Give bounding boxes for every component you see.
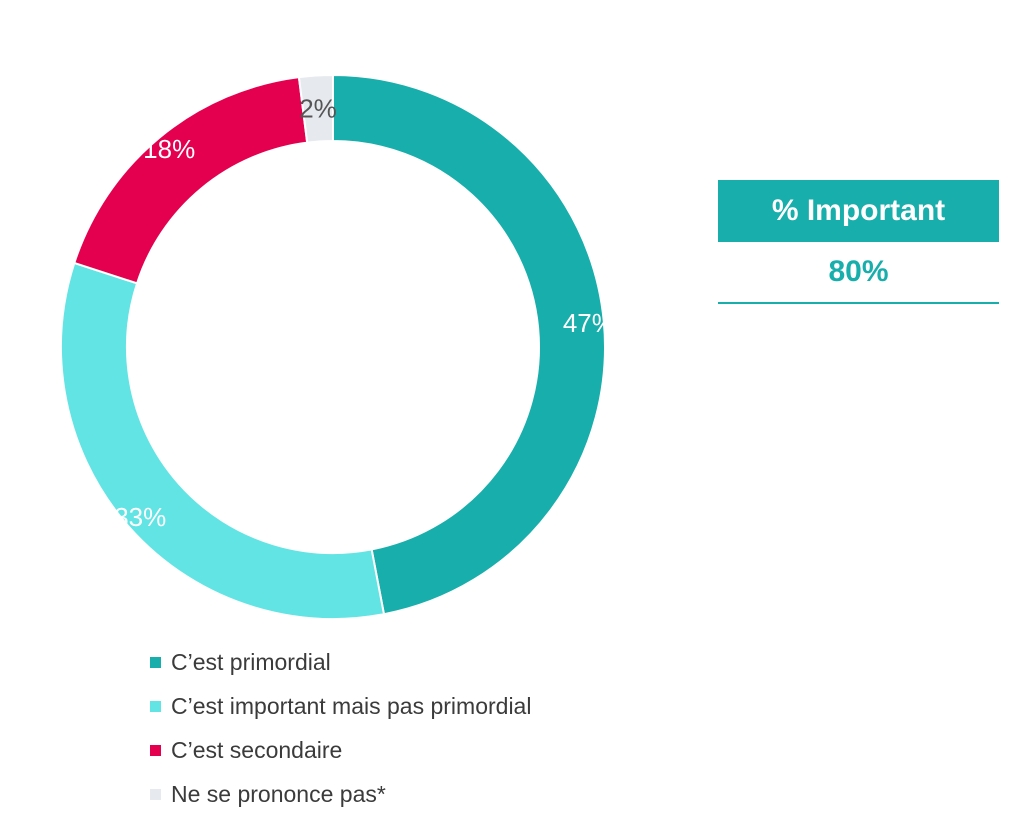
legend-label: C’est secondaire xyxy=(171,736,343,763)
slice-value-label: 18% xyxy=(143,134,195,164)
legend-item: C’est secondaire xyxy=(150,728,531,772)
kpi-box: % Important 80% xyxy=(718,180,999,304)
legend-label: C’est important mais pas primordial xyxy=(171,692,532,719)
slice-value-label: 47% xyxy=(563,308,615,338)
chart-legend: C’est primordial C’est important mais pa… xyxy=(150,640,531,816)
slice-value-label: 2% xyxy=(299,93,337,123)
legend-swatch xyxy=(150,656,161,668)
donut-slice xyxy=(332,73,606,616)
legend-item: Ne se prononce pas* xyxy=(150,772,531,816)
donut-slice xyxy=(60,261,386,620)
donut-slice xyxy=(297,73,334,144)
slice-value-label: 33% xyxy=(114,502,166,532)
legend-swatch xyxy=(150,700,161,712)
legend-item: C’est primordial xyxy=(150,640,531,684)
legend-swatch xyxy=(150,788,161,800)
legend-label: C’est primordial xyxy=(171,648,331,675)
donut-chart: 47% 33% 18% 2% xyxy=(60,73,615,620)
kpi-value: 80% xyxy=(718,242,999,304)
legend-swatch xyxy=(150,744,161,756)
donut-slice xyxy=(73,76,309,285)
kpi-title: % Important xyxy=(718,180,999,242)
legend-item: C’est important mais pas primordial xyxy=(150,684,531,728)
legend-label: Ne se prononce pas* xyxy=(171,780,386,807)
